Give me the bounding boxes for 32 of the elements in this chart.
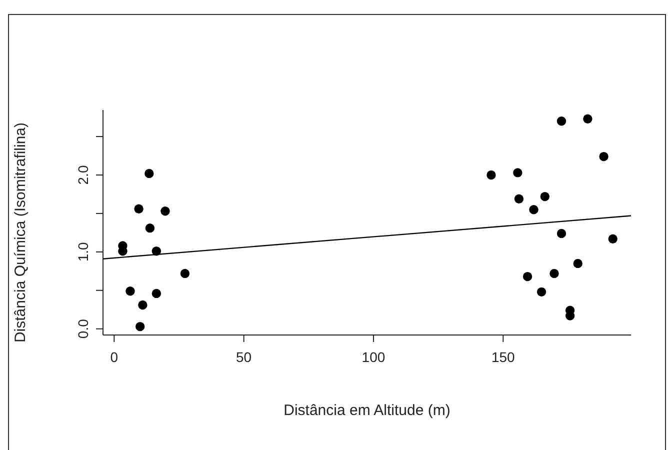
point (556, 228, 566, 238)
point (583, 114, 592, 124)
y-tick-label: 1.0 (75, 242, 91, 262)
point (540, 192, 550, 202)
y-tick-label: 2.0 (75, 165, 91, 185)
point (486, 170, 496, 180)
point (550, 268, 559, 278)
x-axis-title: Distância em Altitude (m) (284, 402, 450, 419)
point (135, 322, 145, 332)
x-tick-label: 0 (110, 348, 118, 365)
point (599, 152, 608, 162)
point (536, 287, 546, 297)
point (144, 168, 154, 178)
point (514, 194, 524, 204)
point (608, 234, 618, 244)
point (513, 168, 522, 178)
point (180, 268, 190, 278)
point (126, 286, 135, 296)
point (152, 288, 162, 298)
point (134, 204, 144, 214)
x-tick-label: 150 (491, 348, 516, 365)
x-tick-label: 50 (236, 348, 252, 365)
point (138, 300, 148, 310)
y-tick-label: 0.0 (75, 318, 91, 339)
point (160, 206, 170, 216)
point (145, 223, 155, 233)
x-tick-label: 100 (362, 348, 386, 365)
point (522, 272, 532, 282)
y-axis-title: Distância Química (Isomitrafilina) (12, 122, 29, 343)
point (573, 258, 582, 268)
point (529, 205, 538, 214)
point (556, 116, 566, 126)
